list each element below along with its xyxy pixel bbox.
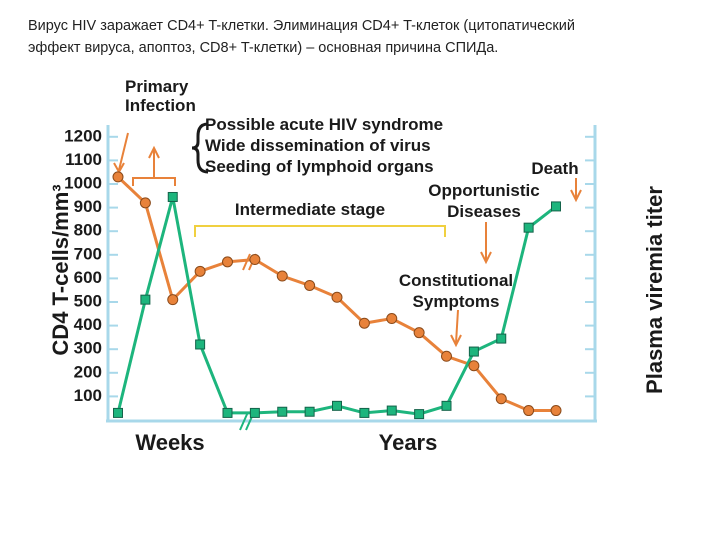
annotation: Possible acute HIV syndrome [205,115,443,134]
heading-line: Вирус HIV заражает CD4+ T-клетки. Элимин… [28,18,575,34]
marker [195,339,206,350]
marker [496,333,507,344]
annotation: Diseases [447,202,521,221]
y-tick-label: 300 [74,339,102,358]
arrow [113,132,129,175]
y2-axis-label: Plasma viremia titer [642,186,667,394]
marker [167,191,178,202]
arrow [480,222,492,265]
annotation: Primary [125,77,189,96]
marker [468,360,480,372]
y-tick-label: 800 [74,221,102,240]
y-tick-label: 100 [74,386,102,405]
marker [495,393,507,405]
marker [276,270,288,282]
marker [222,256,233,268]
y-tick-label: 700 [74,244,102,263]
bracket [132,145,176,186]
annotation: Death [531,159,578,178]
annotation: Intermediate stage [235,200,385,219]
annotation: Infection [125,96,196,115]
y-tick-label: 1000 [64,173,102,192]
annotation: Opportunistic [428,181,539,200]
marker [140,294,151,305]
marker [304,279,316,291]
annotation: Symptoms [413,292,500,311]
marker [386,313,398,325]
marker [413,327,425,339]
y-tick-label: 200 [74,362,102,381]
marker [359,407,370,418]
marker [113,407,123,418]
marker [332,400,342,411]
marker [441,400,452,411]
y-tick-label: 1100 [65,150,102,169]
brace [191,122,209,174]
annotation: Weeks [135,430,204,455]
y-tick-label: 500 [74,291,102,310]
marker [249,407,260,418]
marker [550,405,562,417]
arrow [450,309,462,348]
marker [551,201,561,212]
annotation: Seeding of lymphoid organs [205,157,434,176]
marker [304,406,315,417]
arrow [570,178,582,203]
marker [331,291,343,303]
decorations [106,122,597,431]
y-tick-label: 600 [74,268,102,287]
y-axis-label: CD4 T-cells/mm³ [48,184,73,355]
marker [139,197,151,209]
marker [112,171,124,183]
marker [249,254,261,266]
marker [386,405,397,416]
marker [441,350,452,362]
heading-line: эффект вируса, апоптоз, CD8+ T-клетки) –… [28,40,498,56]
annotation: Wide dissemination of virus [205,136,431,155]
marker [277,406,288,417]
marker [167,294,179,306]
annotation: Constitutional [399,271,513,290]
marker [523,405,535,417]
y-tick-label: 1200 [64,126,102,145]
marker [468,346,479,357]
annotation: Years [379,430,438,455]
y-tick-label: 900 [74,197,102,216]
y-tick-label: 400 [74,315,102,334]
marker [523,222,534,233]
marker [414,409,425,420]
bracket [194,225,446,237]
marker [194,265,206,277]
marker [222,407,233,418]
marker [358,317,370,329]
